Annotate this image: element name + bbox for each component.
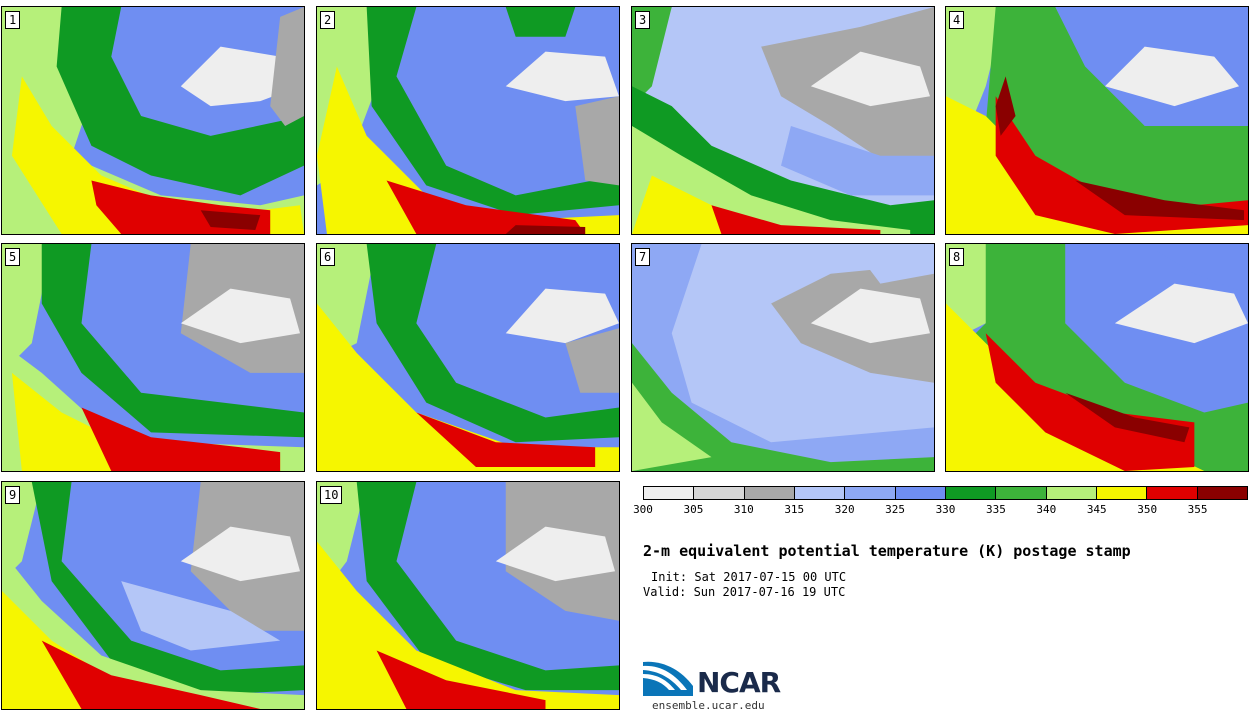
valid-time: Valid: Sun 2017-07-16 19 UTC [643,585,846,599]
member-9-map [2,482,304,709]
colorbar-tick-label: 350 [1137,503,1158,516]
member-10-map [317,482,619,709]
colorbar-swatch [644,487,695,499]
member-panel-5: 5 [1,243,305,472]
member-panel-6: 6 [316,243,620,472]
colorbar-tick-label: 305 [683,503,704,516]
member-panel-3: 3 [631,6,935,235]
site-url: ensemble.ucar.edu [652,699,765,712]
member-panel-1: 1 [1,6,305,235]
member-4-map [946,7,1248,234]
colorbar-swatch [744,487,795,499]
colorbar-tick-label: 335 [985,503,1006,516]
member-1-map [2,7,304,234]
colorbar [643,486,1248,500]
member-panel-4: 4 [945,6,1249,235]
colorbar-swatch [1096,487,1148,499]
colorbar-swatch [845,487,896,499]
member-2-map [317,7,619,234]
colorbar-swatch [1147,487,1198,499]
member-5-map [2,244,304,471]
plot-title: 2-m equivalent potential temperature (K)… [643,542,1131,560]
colorbar-ticks: 300 305 310 315 320 325 330 335 340 345 350 355 [633,503,1248,517]
colorbar-tick-label: 345 [1086,503,1107,516]
member-label: 8 [949,248,965,266]
colorbar-swatch [794,487,846,499]
colorbar-tick-label: 330 [935,503,956,516]
member-7-map [632,244,934,471]
member-label: 5 [5,248,21,266]
colorbar-tick-label: 315 [784,503,805,516]
colorbar-tick-label: 355 [1187,503,1208,516]
ncar-logo-icon [643,661,693,696]
member-label: 10 [320,486,343,504]
member-panel-8: 8 [945,243,1249,472]
member-label: 7 [635,248,651,266]
colorbar-swatch [694,487,745,499]
init-time: Init: Sat 2017-07-15 00 UTC [651,570,847,584]
member-panel-7: 7 [631,243,935,472]
member-label: 2 [320,11,336,29]
member-3-map [632,7,934,234]
colorbar-swatch [1197,487,1247,499]
colorbar-tick-label: 325 [885,503,906,516]
colorbar-swatch [1046,487,1097,499]
member-panel-2: 2 [316,6,620,235]
colorbar-tick-label: 300 [633,503,653,516]
member-label: 3 [635,11,651,29]
member-label: 4 [949,11,965,29]
colorbar-swatch [996,487,1047,499]
member-label: 6 [320,248,336,266]
colorbar-swatch [895,487,946,499]
colorbar-tick-label: 320 [834,503,855,516]
colorbar-tick-label: 340 [1036,503,1057,516]
member-panel-10: 10 [316,481,620,710]
member-8-map [946,244,1248,471]
member-6-map [317,244,619,471]
colorbar-swatch [945,487,997,499]
ncar-logo-text: NCAR [697,666,781,699]
colorbar-tick-label: 310 [733,503,754,516]
member-label: 1 [5,11,21,29]
member-panel-9: 9 [1,481,305,710]
member-label: 9 [5,486,21,504]
